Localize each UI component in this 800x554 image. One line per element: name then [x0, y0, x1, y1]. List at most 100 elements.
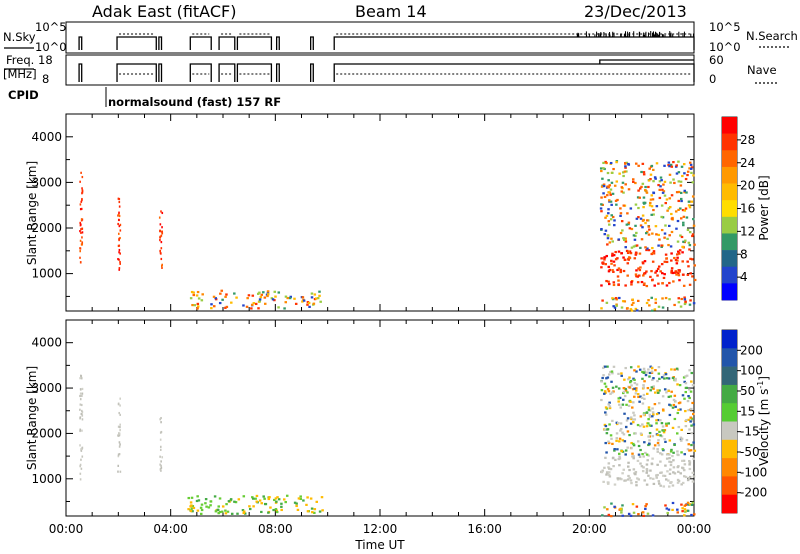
- power-point: [684, 239, 687, 242]
- velocity-point: [280, 505, 283, 508]
- velocity-colorbar-swatch: [722, 476, 737, 495]
- velocity-point: [642, 514, 645, 518]
- power-point: [79, 250, 82, 253]
- power-point: [266, 293, 270, 296]
- velocity-point: [607, 373, 611, 376]
- velocity-point: [226, 510, 230, 513]
- velocity-point: [676, 450, 679, 453]
- velocity-point: [692, 475, 696, 478]
- power-point: [159, 239, 161, 242]
- velocity-point: [667, 422, 670, 425]
- power-point: [301, 296, 305, 299]
- velocity-point: [647, 408, 651, 411]
- power-point: [635, 269, 638, 272]
- velocity-point: [119, 413, 121, 416]
- power-point: [676, 240, 680, 243]
- velocity-point: [659, 484, 662, 487]
- power-point: [615, 304, 618, 307]
- power-point: [224, 306, 227, 309]
- velocity-point: [618, 403, 621, 406]
- power-point: [118, 214, 121, 218]
- velocity-point: [190, 507, 194, 510]
- power-point: [313, 293, 317, 296]
- velocity-point: [607, 403, 610, 406]
- power-point: [600, 266, 603, 269]
- power-point: [676, 256, 679, 259]
- power-point: [683, 302, 687, 306]
- velocity-point: [688, 461, 692, 464]
- power-point: [675, 191, 679, 194]
- power-point: [677, 274, 681, 277]
- power-point: [649, 198, 653, 201]
- velocity-point: [118, 452, 121, 456]
- power-point: [689, 167, 693, 170]
- velocity-point: [644, 505, 647, 508]
- velocity-point: [632, 444, 636, 447]
- velocity-point: [237, 498, 241, 501]
- power-point: [645, 270, 648, 273]
- velocity-point: [639, 395, 642, 398]
- power-point: [629, 252, 633, 255]
- velocity-point: [659, 419, 662, 422]
- velocity-point: [624, 479, 628, 482]
- velocity-point: [677, 408, 680, 411]
- velocity-point: [160, 416, 162, 420]
- velocity-point: [690, 513, 693, 517]
- power-point: [235, 296, 238, 299]
- power-point: [620, 190, 624, 193]
- velocity-point: [601, 514, 604, 517]
- velocity-colorbar-swatch: [722, 421, 737, 441]
- power-point: [603, 256, 607, 259]
- power-point: [668, 165, 671, 168]
- power-point: [670, 271, 673, 274]
- power-point: [606, 194, 609, 197]
- velocity-point: [217, 512, 220, 515]
- power-point: [638, 187, 642, 190]
- velocity-point: [618, 396, 622, 399]
- velocity-point: [642, 455, 645, 458]
- velocity-point: [692, 423, 696, 426]
- velocity-point: [661, 448, 665, 451]
- velocity-point: [602, 366, 605, 370]
- power-point: [610, 203, 613, 206]
- power-point: [679, 305, 683, 308]
- velocity-point: [119, 426, 121, 429]
- velocity-point: [632, 511, 636, 514]
- power-point: [639, 246, 642, 249]
- velocity-point: [685, 418, 688, 422]
- velocity-point: [667, 479, 670, 482]
- velocity-point: [688, 467, 692, 471]
- velocity-point: [117, 434, 119, 437]
- power-point: [605, 214, 609, 217]
- velocity-point: [665, 457, 669, 460]
- power-point: [650, 279, 654, 282]
- power-point: [81, 175, 84, 179]
- power-point: [693, 264, 697, 267]
- power-point: [658, 188, 661, 191]
- power-point: [647, 249, 651, 252]
- velocity-point: [612, 365, 616, 368]
- power-point: [683, 172, 686, 175]
- power-point: [625, 161, 629, 164]
- power-point: [79, 230, 81, 233]
- velocity-point: [658, 389, 661, 392]
- power-point: [318, 290, 321, 293]
- velocity-point: [628, 433, 631, 437]
- power-point: [637, 299, 640, 303]
- power-point: [682, 215, 686, 218]
- power-point: [160, 234, 163, 237]
- power-point: [670, 252, 673, 255]
- power-ytick-label: 2000: [31, 221, 62, 235]
- power-point: [119, 252, 121, 255]
- power-point: [607, 212, 610, 215]
- power-point: [653, 284, 656, 287]
- velocity-point: [688, 475, 692, 479]
- velocity-point: [682, 376, 686, 379]
- power-point: [649, 201, 652, 205]
- velocity-point: [669, 450, 673, 453]
- velocity-point: [689, 420, 692, 423]
- power-point: [642, 272, 646, 275]
- velocity-panel: 1000 2000 3000 4000 Slant Range [km] 200 100…: [25, 319, 771, 518]
- velocity-colorbar-swatch: [722, 458, 737, 477]
- power-point: [604, 263, 608, 266]
